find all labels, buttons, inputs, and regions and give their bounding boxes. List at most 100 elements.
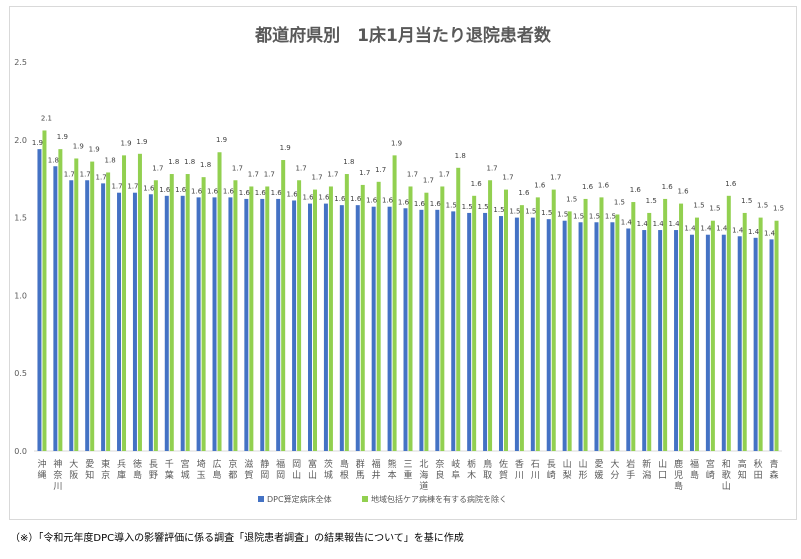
bar-all bbox=[164, 195, 169, 451]
bar-excl bbox=[217, 152, 222, 452]
data-label: 1.6 bbox=[518, 189, 530, 197]
x-tick-label: 阜 bbox=[451, 469, 460, 481]
data-label: 1.9 bbox=[73, 142, 84, 150]
bar-all bbox=[228, 197, 233, 451]
data-label: 1.6 bbox=[175, 186, 187, 194]
y-tick-label: 0.0 bbox=[14, 447, 27, 456]
data-label: 1.9 bbox=[32, 139, 43, 147]
bar-all bbox=[212, 197, 217, 451]
data-label: 1.4 bbox=[668, 220, 680, 228]
data-label: 1.6 bbox=[207, 187, 219, 195]
x-tick-label: 青 bbox=[770, 458, 779, 470]
data-label: 1.7 bbox=[111, 183, 122, 191]
x-tick-label: 秋 bbox=[754, 458, 763, 470]
x-tick-label: 兵 bbox=[117, 458, 126, 470]
data-label: 1.8 bbox=[200, 161, 211, 169]
x-tick-label: 縄 bbox=[37, 470, 46, 481]
bar-excl bbox=[169, 174, 174, 452]
bar-all bbox=[737, 236, 742, 451]
legend-label: 地域包括ケア病棟を有する病院を除く bbox=[371, 494, 507, 504]
data-label: 1.8 bbox=[105, 156, 116, 164]
bar-all bbox=[403, 208, 408, 451]
x-tick-label: 都 bbox=[228, 470, 237, 481]
data-label: 1.6 bbox=[366, 197, 378, 205]
x-tick-label: 香 bbox=[515, 459, 524, 470]
bar-all bbox=[674, 230, 679, 451]
data-label: 1.5 bbox=[478, 203, 489, 211]
data-label: 1.7 bbox=[359, 169, 370, 177]
data-label: 1.6 bbox=[255, 189, 267, 197]
data-label: 1.4 bbox=[732, 226, 744, 234]
bar-all bbox=[387, 206, 392, 451]
bar-excl bbox=[265, 186, 270, 452]
bar-all bbox=[514, 217, 519, 451]
data-label: 1.7 bbox=[248, 170, 259, 178]
x-tick-label: 庫 bbox=[117, 469, 126, 481]
data-label: 1.7 bbox=[152, 164, 163, 172]
bar-excl bbox=[153, 180, 158, 452]
bar-excl bbox=[408, 186, 413, 452]
x-tick-label: 岩 bbox=[626, 458, 635, 470]
x-tick-label: 山 bbox=[563, 459, 572, 470]
x-tick-label: 口 bbox=[658, 471, 667, 481]
bar-all bbox=[148, 194, 153, 451]
x-tick-label: 佐 bbox=[499, 458, 508, 470]
y-tick-label: 1.0 bbox=[14, 291, 27, 300]
data-label: 1.5 bbox=[541, 209, 552, 217]
data-label: 1.4 bbox=[684, 225, 696, 233]
x-tick-label: 広 bbox=[213, 458, 222, 470]
data-label: 1.4 bbox=[653, 220, 665, 228]
data-label: 1.6 bbox=[598, 181, 610, 189]
data-label: 1.8 bbox=[343, 158, 354, 166]
data-label: 1.7 bbox=[502, 174, 513, 182]
data-label: 1.5 bbox=[646, 197, 657, 205]
data-label: 1.5 bbox=[605, 212, 616, 220]
x-tick-label: 島 bbox=[674, 480, 683, 492]
x-tick-label: 馬 bbox=[356, 470, 365, 481]
x-tick-label: 良 bbox=[435, 469, 444, 481]
x-tick-label: 児 bbox=[674, 470, 683, 481]
x-tick-label: 宮 bbox=[181, 458, 190, 470]
data-label: 1.9 bbox=[89, 146, 100, 154]
data-label: 1.5 bbox=[525, 208, 536, 216]
x-tick-label: 鳥 bbox=[483, 458, 492, 470]
bar-all bbox=[371, 206, 376, 451]
bar-excl bbox=[679, 203, 684, 451]
bar-all bbox=[339, 205, 344, 451]
bar-excl bbox=[74, 158, 79, 452]
x-tick-label: 東 bbox=[101, 458, 110, 470]
bar-excl bbox=[376, 181, 381, 451]
x-tick-label: 玉 bbox=[197, 470, 206, 481]
x-tick-label: 奈 bbox=[53, 469, 62, 481]
bar-all bbox=[180, 195, 185, 451]
x-tick-label: 神 bbox=[53, 458, 62, 470]
x-tick-label: 富 bbox=[308, 458, 317, 470]
x-tick-label: 知 bbox=[738, 469, 747, 481]
data-label: 1.7 bbox=[487, 164, 498, 172]
legend-label: DPC算定病床全体 bbox=[267, 494, 332, 504]
x-tick-label: 滋 bbox=[244, 458, 253, 470]
x-tick-label: 茨 bbox=[324, 458, 333, 470]
bar-all bbox=[132, 192, 137, 452]
bar-all bbox=[276, 198, 281, 451]
data-label: 1.6 bbox=[662, 183, 674, 191]
bar-all bbox=[451, 211, 456, 451]
data-label: 1.9 bbox=[391, 139, 402, 147]
x-tick-label: 山 bbox=[658, 459, 667, 470]
data-label: 1.7 bbox=[64, 170, 75, 178]
data-label: 1.6 bbox=[191, 187, 203, 195]
bar-all bbox=[292, 200, 297, 451]
bar-excl bbox=[567, 211, 572, 451]
bar-excl bbox=[742, 212, 747, 451]
data-label: 1.5 bbox=[557, 211, 568, 219]
bar-excl bbox=[392, 155, 397, 452]
bar-all bbox=[196, 197, 201, 451]
data-label: 1.4 bbox=[621, 218, 633, 226]
bar-all bbox=[705, 234, 710, 451]
data-label: 1.6 bbox=[414, 200, 426, 208]
data-label: 1.6 bbox=[350, 195, 362, 203]
bar-excl bbox=[233, 180, 238, 452]
x-tick-label: 歌 bbox=[722, 469, 731, 481]
x-tick-label: 大 bbox=[610, 458, 619, 470]
bar-excl bbox=[551, 189, 556, 452]
